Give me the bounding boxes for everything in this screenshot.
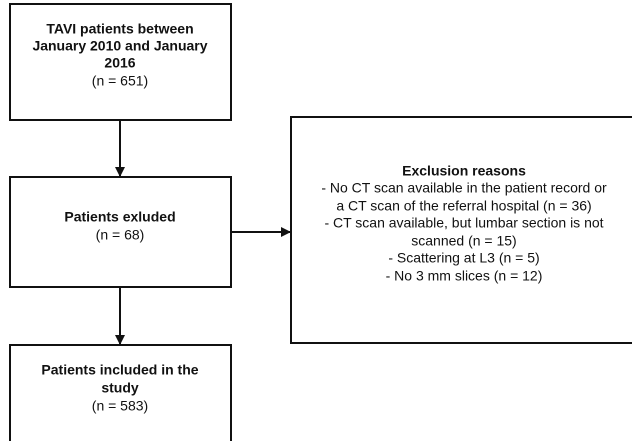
node-count: (n = 68) (96, 227, 145, 243)
node-title: 2016 (104, 55, 135, 71)
reason-line: - Scattering at L3 (n = 5) (388, 250, 539, 266)
node-title: Patients included in the (41, 362, 198, 378)
box-total (9, 3, 232, 121)
node-count: (n = 583) (92, 398, 148, 414)
node-title: study (101, 380, 139, 396)
reason-line: scanned (n = 15) (411, 233, 516, 249)
node-title: Exclusion reasons (402, 163, 526, 179)
reason-line: - CT scan available, but lumbar section … (324, 215, 603, 231)
node-title: TAVI patients between (46, 21, 193, 37)
node-count: (n = 651) (92, 73, 148, 89)
node-title: January 2010 and January (32, 38, 207, 54)
box-excluded (9, 176, 232, 288)
reason-line: - No CT scan available in the patient re… (321, 180, 607, 196)
box-included (9, 344, 232, 441)
reason-line: a CT scan of the referral hospital (n = … (336, 198, 591, 214)
reason-line: - No 3 mm slices (n = 12) (386, 268, 543, 284)
box-reasons (290, 116, 632, 344)
node-title: Patients exluded (64, 209, 175, 225)
